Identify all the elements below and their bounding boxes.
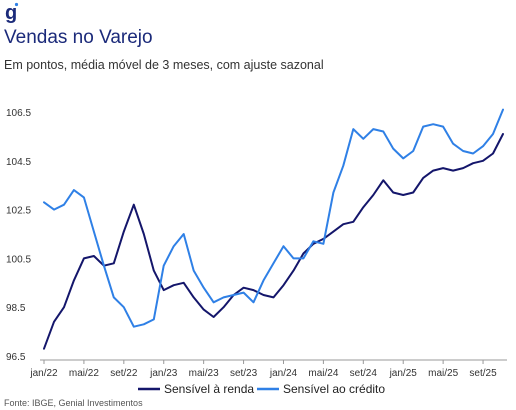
logo-glyph: g [5,2,17,24]
y-tick-label: 96.5 [6,352,26,363]
x-tick-label: set/23 [230,368,258,379]
x-tick-label: set/24 [350,368,378,379]
y-tick-label: 104.5 [6,157,31,168]
series-lines [43,108,504,350]
y-tick-label: 100.5 [6,254,31,265]
x-tick-label: mai/22 [69,368,99,379]
y-axis: 96.5 98.5 100.5 102.5 104.5 106.5 [6,108,31,363]
x-tick-label: mai/24 [308,368,338,379]
y-tick-label: 106.5 [6,108,31,119]
x-tick-label: jan/24 [269,368,298,379]
legend-label-1: Sensível à renda [164,382,254,396]
x-tick-label: jan/23 [149,368,178,379]
x-tick-label: jan/22 [29,368,58,379]
logo-dot [14,2,19,7]
line-chart: 96.5 98.5 100.5 102.5 104.5 106.5 jan/22 mai/2… [6,108,507,396]
legend-label-2: Sensível ao crédito [283,382,385,396]
x-tick-label: set/22 [110,368,138,379]
series-line-1 [43,133,504,350]
source-note: Fonte: IBGE, Genial Investimentos [4,398,143,408]
x-tick-label: mai/23 [189,368,219,379]
y-tick-label: 102.5 [6,206,31,217]
page-subtitle: Em pontos, média móvel de 3 meses, com a… [4,58,324,72]
genial-logo-icon: g [5,2,19,24]
x-tick-label: jan/25 [389,368,418,379]
y-tick-label: 98.5 [6,303,26,314]
legend: Sensível à renda Sensível ao crédito [138,382,385,396]
page-title: Vendas no Varejo [4,27,153,48]
series-line-2 [43,108,504,328]
x-tick-label: set/25 [469,368,497,379]
x-tick-label: mai/25 [428,368,458,379]
x-axis: jan/22 mai/22 set/22 jan/23 mai/23 set/23 jan/… [29,359,507,379]
